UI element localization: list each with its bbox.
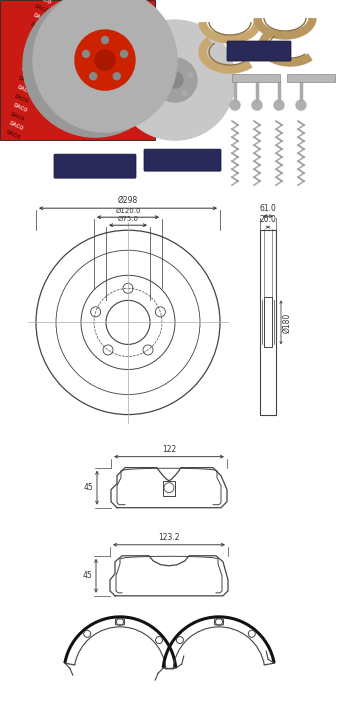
Text: 45: 45 bbox=[83, 483, 93, 492]
Circle shape bbox=[75, 30, 135, 90]
Circle shape bbox=[101, 37, 108, 43]
Circle shape bbox=[296, 100, 306, 110]
Bar bbox=[0, 0, 155, 140]
Text: DACO: DACO bbox=[25, 40, 41, 50]
Circle shape bbox=[121, 50, 127, 58]
Circle shape bbox=[230, 100, 240, 110]
Circle shape bbox=[274, 100, 284, 110]
Text: 123.2: 123.2 bbox=[158, 533, 180, 541]
Text: DACO: DACO bbox=[36, 0, 52, 6]
Text: DACO: DACO bbox=[16, 84, 32, 96]
Circle shape bbox=[163, 91, 168, 96]
Circle shape bbox=[90, 73, 97, 80]
Circle shape bbox=[82, 50, 89, 58]
Circle shape bbox=[157, 73, 162, 78]
FancyBboxPatch shape bbox=[144, 149, 221, 171]
Bar bbox=[264, 297, 272, 348]
Text: DACO: DACO bbox=[21, 58, 37, 68]
Circle shape bbox=[153, 58, 197, 102]
Circle shape bbox=[167, 72, 183, 88]
Text: DACO: DACO bbox=[32, 12, 48, 24]
Text: Ø180: Ø180 bbox=[282, 312, 291, 333]
Circle shape bbox=[115, 20, 235, 140]
Text: 20.0: 20.0 bbox=[260, 215, 276, 224]
Circle shape bbox=[113, 73, 120, 80]
Text: DACO: DACO bbox=[8, 120, 24, 132]
Circle shape bbox=[182, 91, 187, 96]
Text: DACO: DACO bbox=[5, 130, 21, 140]
Text: Ø120.0: Ø120.0 bbox=[115, 208, 141, 214]
Bar bbox=[260, 230, 276, 415]
Text: 45: 45 bbox=[82, 571, 92, 580]
Bar bbox=[163, 481, 175, 495]
Bar bbox=[287, 74, 335, 82]
Text: DACO: DACO bbox=[12, 102, 28, 114]
Text: DACO: DACO bbox=[20, 66, 36, 78]
Text: DACO: DACO bbox=[33, 4, 49, 14]
FancyBboxPatch shape bbox=[227, 41, 291, 61]
Text: 61.0: 61.0 bbox=[260, 204, 276, 213]
Text: 122: 122 bbox=[162, 445, 176, 454]
Text: DACO: DACO bbox=[28, 30, 44, 42]
Text: DACO: DACO bbox=[29, 22, 45, 32]
Text: Ø75.0: Ø75.0 bbox=[118, 216, 139, 222]
Text: DACO: DACO bbox=[9, 112, 25, 122]
Text: Ø298: Ø298 bbox=[118, 196, 138, 205]
Circle shape bbox=[252, 100, 262, 110]
Circle shape bbox=[23, 0, 167, 137]
Circle shape bbox=[173, 61, 178, 66]
Text: DACO: DACO bbox=[13, 94, 29, 104]
FancyBboxPatch shape bbox=[54, 154, 136, 178]
Circle shape bbox=[95, 50, 115, 70]
Text: DACO: DACO bbox=[24, 48, 40, 60]
Text: DACO: DACO bbox=[17, 76, 33, 86]
Circle shape bbox=[33, 0, 177, 132]
Bar bbox=[232, 74, 280, 82]
Circle shape bbox=[188, 73, 193, 78]
